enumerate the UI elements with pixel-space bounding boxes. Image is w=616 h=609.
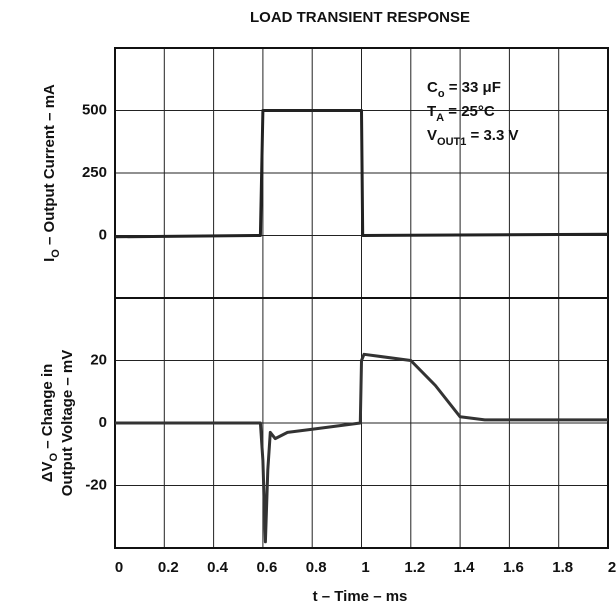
y-axis-title: ΔVO – Change in [39,364,60,483]
annotation: VOUT1 = 3.3 V [427,127,518,148]
y-tick-label: 500 [82,101,107,118]
x-tick-label: 0.2 [158,559,179,576]
y-tick-label: 20 [90,351,107,368]
x-tick-label: 1.8 [552,559,573,576]
y-axis-title-sub: O [48,452,60,461]
y-axis-title-line2: Output Voltage – mV [59,350,76,496]
annotation-main: C [427,79,438,96]
annotation: TA = 25°C [427,103,495,124]
x-tick-label: 0.6 [256,559,277,576]
annotation-rest: = 25°C [444,103,495,120]
x-tick-label: 0.8 [306,559,327,576]
x-tick-label: 0.4 [207,559,229,576]
y-axis-title-rest: – Change in [39,364,56,453]
annotation-rest: = 33 μF [445,79,501,96]
annotation-main: V [427,127,437,144]
y-axis-title-main: I [41,258,58,262]
x-tick-label: 2 [608,559,616,576]
x-tick-label: 1 [361,559,369,576]
annotation-sub: A [436,112,444,124]
y-axis-title-rest: – Output Current – mA [41,84,58,249]
y-axis-title: IO – Output Current – mA [41,84,62,262]
data-line [115,352,608,544]
y-tick-label: 0 [99,414,107,431]
x-tick-label: 1.6 [503,559,524,576]
x-tick-label: 0 [115,559,123,576]
chart-title: LOAD TRANSIENT RESPONSE [250,9,470,26]
annotation-rest: = 3.3 V [466,127,518,144]
x-tick-label: 1.4 [454,559,476,576]
y-axis-title-main: ΔV [39,461,56,482]
annotation: Co = 33 μF [427,79,501,100]
y-tick-label: -20 [85,476,107,493]
y-tick-label: 0 [99,226,107,243]
annotation-sub: OUT1 [437,136,466,148]
annotation-main: T [427,103,436,120]
y-tick-label: 250 [82,164,107,181]
y-axis-title-sub: O [50,249,62,258]
x-tick-label: 1.2 [404,559,425,576]
x-axis-title: t – Time – ms [313,588,408,605]
annotation-sub: o [438,88,445,100]
data-line [114,109,609,239]
